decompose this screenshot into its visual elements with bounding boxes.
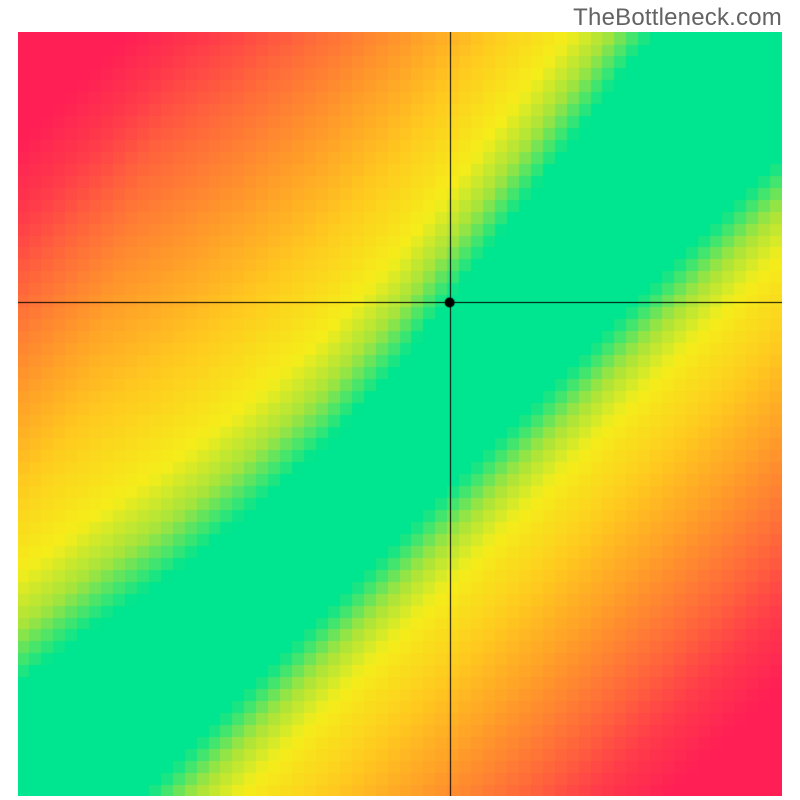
watermark-text: TheBottleneck.com [573,4,782,32]
chart-container: TheBottleneck.com [0,0,800,800]
bottleneck-heatmap [18,32,782,796]
